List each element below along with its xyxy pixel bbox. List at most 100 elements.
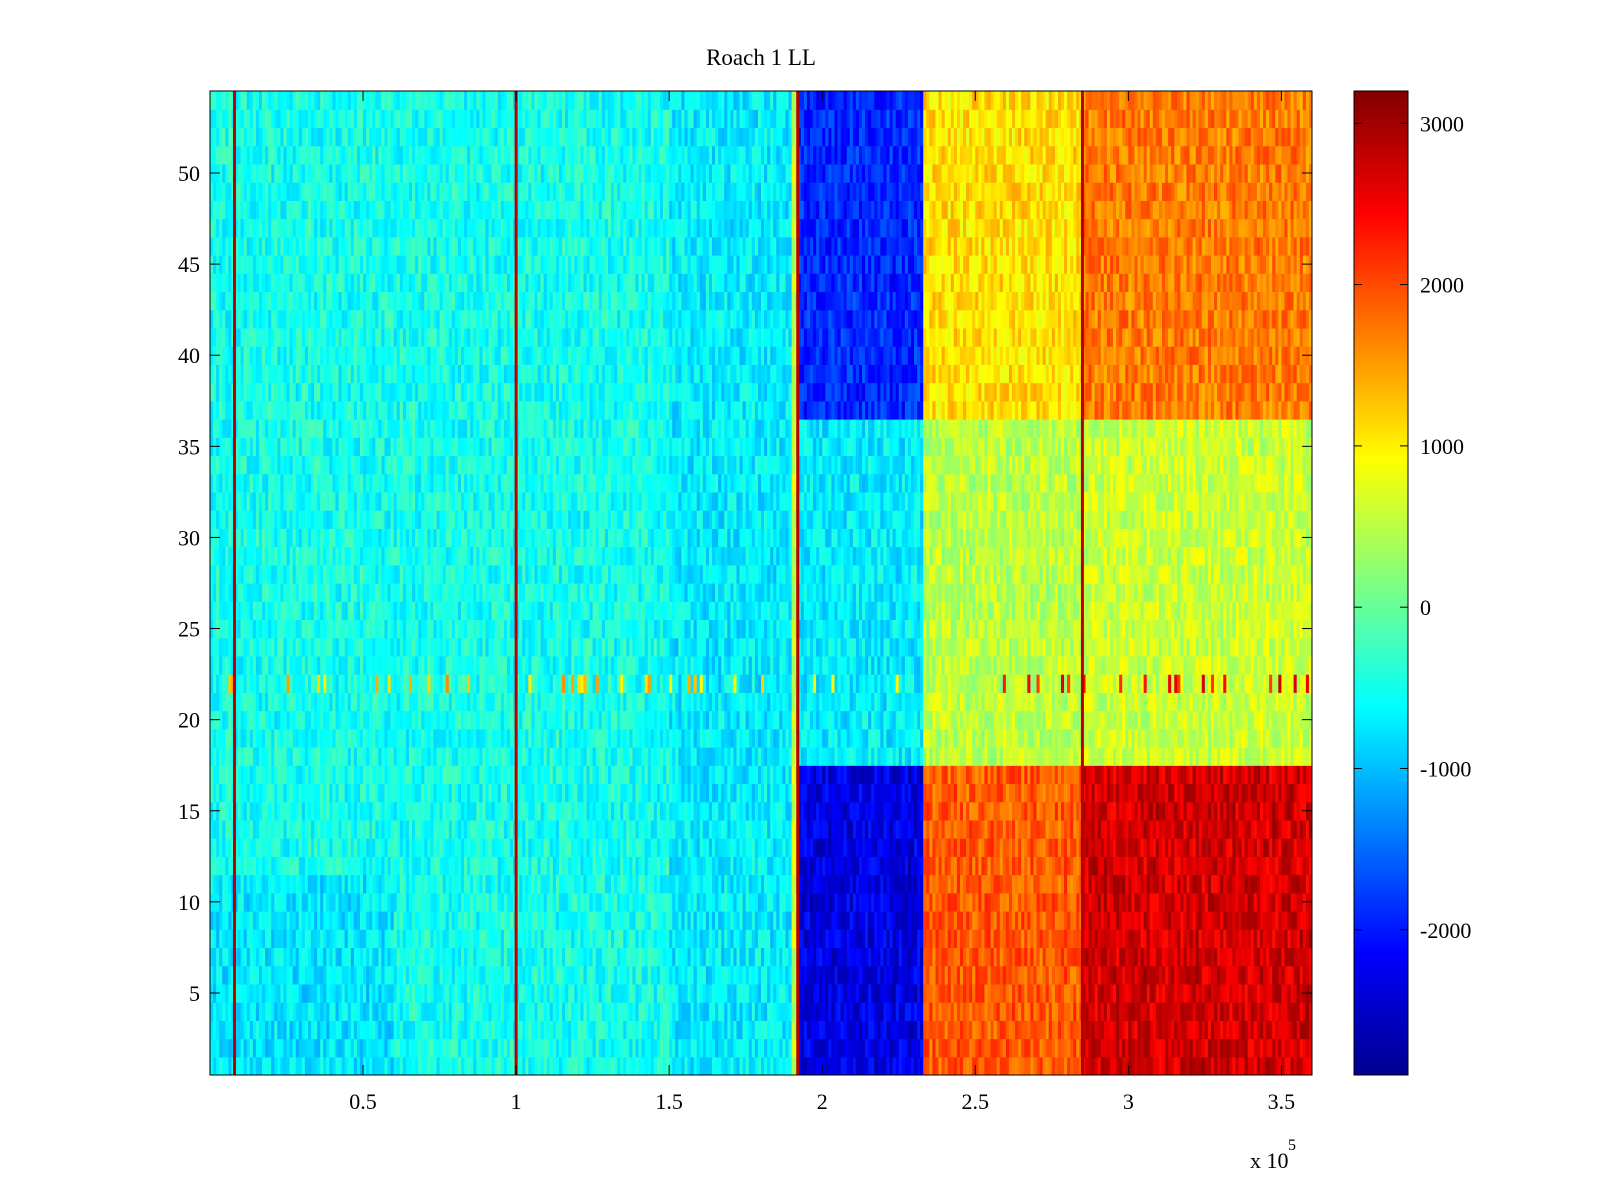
heatmap-cell	[764, 1020, 768, 1040]
heatmap-cell	[604, 965, 609, 985]
heatmap-cell	[776, 892, 780, 912]
heatmap-cell	[531, 911, 536, 930]
heatmap-cell	[1103, 1056, 1108, 1075]
heatmap-cell	[715, 1020, 719, 1040]
heatmap-cell	[258, 838, 263, 857]
heatmap-cell	[751, 1020, 756, 1040]
heatmap-cell	[822, 856, 826, 876]
heatmap-cell	[1131, 1056, 1136, 1075]
heatmap-cell	[629, 892, 634, 912]
heatmap-cell	[782, 874, 787, 894]
heatmap-cell	[408, 929, 413, 949]
heatmap-cell	[1293, 1002, 1298, 1021]
heatmap-cell	[883, 1056, 888, 1075]
heatmap-cell	[672, 874, 676, 894]
heatmap-cell	[883, 965, 888, 985]
heatmap-cell	[1051, 1056, 1056, 1075]
heatmap-cell	[461, 1002, 465, 1021]
heatmap-cell	[519, 892, 523, 912]
heatmap-cell	[877, 983, 881, 1003]
heatmap-cell	[898, 892, 903, 912]
heatmap-cell	[1116, 1020, 1120, 1040]
heatmap-cell	[840, 911, 845, 930]
heatmap-cell	[372, 856, 376, 876]
heatmap-cell	[595, 874, 600, 894]
heatmap-cell	[724, 965, 728, 985]
heatmap-cell	[990, 911, 995, 930]
heatmap-cell	[546, 1002, 551, 1021]
heatmap-cell	[1158, 1038, 1163, 1058]
heatmap-cell	[620, 983, 624, 1003]
heatmap-cell	[659, 929, 664, 949]
heatmap-cell	[822, 911, 826, 930]
heatmap-cell	[708, 1056, 713, 1075]
heatmap-cell	[491, 929, 496, 949]
heatmap-cell	[1094, 856, 1099, 876]
heatmap-cell	[506, 1056, 511, 1075]
heatmap-cell	[528, 983, 533, 1003]
heatmap-cell	[479, 1002, 484, 1021]
heatmap-cell	[1290, 1002, 1295, 1021]
heatmap-cell	[1076, 965, 1080, 985]
heatmap-cell	[837, 929, 842, 949]
heatmap-cell	[549, 965, 554, 985]
heatmap-cell	[1165, 965, 1169, 985]
heatmap-cell	[659, 911, 664, 930]
heatmap-cell	[1054, 983, 1059, 1003]
heatmap-cell	[1244, 929, 1249, 949]
heatmap-cell	[1232, 1056, 1237, 1075]
heatmap-cell	[653, 892, 658, 912]
heatmap-cell	[1259, 892, 1264, 912]
heatmap-cell	[843, 1056, 848, 1075]
heatmap-cell	[525, 929, 529, 949]
heatmap-cell	[1045, 947, 1050, 967]
heatmap-cell	[359, 874, 364, 894]
heatmap-cell	[252, 838, 257, 857]
heatmap-cell	[439, 892, 444, 912]
heatmap-cell	[274, 1056, 278, 1075]
heatmap-cell	[978, 1056, 982, 1075]
heatmap-cell	[929, 929, 934, 949]
heatmap-cell	[240, 856, 245, 876]
heatmap-cell	[629, 929, 634, 949]
heatmap-cell	[213, 1038, 217, 1058]
heatmap-cell	[332, 947, 337, 967]
heatmap-cell	[1134, 1056, 1139, 1075]
heatmap-cell	[650, 1020, 655, 1040]
heatmap-cell	[240, 929, 245, 949]
heatmap-cell	[516, 1002, 520, 1021]
heatmap-cell	[427, 983, 431, 1003]
heatmap-cell	[470, 947, 474, 967]
heatmap-cell	[849, 1020, 854, 1040]
heatmap-cell	[632, 947, 637, 967]
heatmap-cell	[779, 1020, 784, 1040]
heatmap-cell	[228, 1020, 233, 1040]
heatmap-cell	[1054, 892, 1059, 912]
heatmap-cell	[926, 892, 930, 912]
heatmap-cell	[255, 947, 260, 967]
heatmap-cell	[1171, 929, 1175, 949]
heatmap-cell	[1073, 1056, 1077, 1075]
heatmap-cell	[996, 1020, 1001, 1040]
heatmap-cell	[249, 947, 254, 967]
heatmap-cell	[314, 1056, 318, 1075]
heatmap-cell	[225, 874, 229, 894]
heatmap-cell	[396, 892, 401, 912]
heatmap-cell	[663, 1056, 667, 1075]
heatmap-cell	[390, 965, 395, 985]
heatmap-cell	[326, 874, 330, 894]
heatmap-cell	[436, 1020, 441, 1040]
heatmap-cell	[320, 983, 324, 1003]
heatmap-cell	[880, 983, 885, 1003]
heatmap-cell	[699, 911, 704, 930]
heatmap-cell	[828, 1002, 832, 1021]
heatmap-cell	[366, 911, 370, 930]
heatmap-cell	[243, 965, 248, 985]
heatmap-cell	[292, 929, 297, 949]
heatmap-cell	[733, 1020, 738, 1040]
heatmap-cell	[972, 856, 976, 876]
heatmap-cell	[1005, 892, 1010, 912]
heatmap-cell	[1238, 892, 1243, 912]
heatmap-cell	[614, 1020, 618, 1040]
heatmap-cell	[858, 965, 863, 985]
